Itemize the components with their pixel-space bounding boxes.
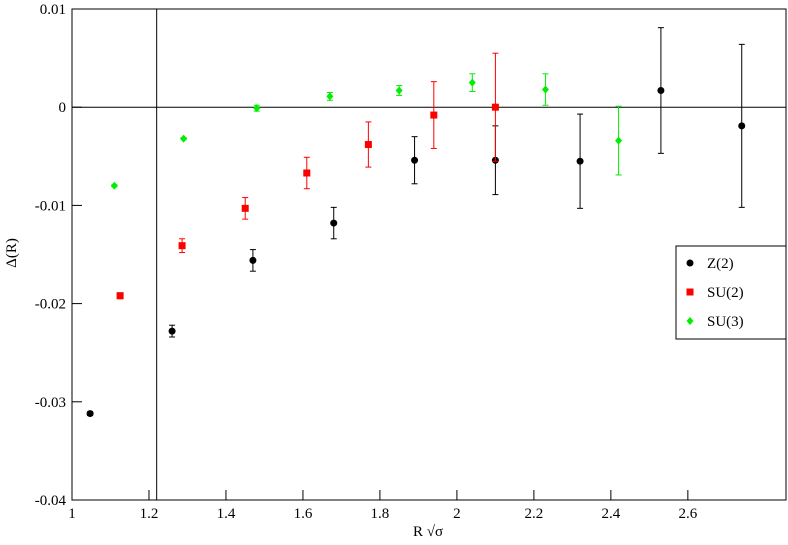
point [241, 204, 249, 212]
point [330, 219, 338, 227]
legend-marker [686, 259, 694, 267]
y-tick-label: -0.01 [35, 198, 66, 214]
x-tick-label: 2 [453, 506, 461, 522]
y-tick-label: -0.04 [35, 493, 67, 509]
point [364, 141, 372, 149]
point [411, 156, 419, 164]
point [303, 169, 311, 177]
y-tick-label: -0.02 [35, 297, 66, 313]
point [576, 157, 584, 165]
point [738, 122, 746, 130]
point [657, 87, 665, 95]
x-tick-label: 1.6 [294, 506, 313, 522]
point [168, 327, 176, 335]
point [541, 85, 549, 94]
point [468, 78, 476, 87]
y-tick-label: 0 [59, 100, 67, 116]
legend-label: SU(3) [707, 314, 744, 330]
legend-box [675, 245, 787, 340]
point [180, 134, 188, 143]
legend-marker [686, 288, 694, 296]
point [249, 256, 257, 264]
point [430, 111, 438, 119]
point [253, 104, 261, 113]
legend-marker [686, 317, 694, 325]
x-tick-label: 1.2 [140, 506, 159, 522]
legend-label: Z(2) [707, 256, 734, 272]
x-axis-label: R √σ [413, 524, 443, 540]
point [110, 181, 118, 190]
y-tick-label: 0.01 [40, 2, 66, 18]
legend-label: SU(2) [707, 285, 744, 301]
point [326, 92, 334, 101]
y-axis-label: Δ(R) [4, 238, 20, 268]
point [178, 242, 186, 250]
point [116, 292, 124, 300]
point [86, 410, 94, 418]
point [395, 86, 403, 95]
x-tick-label: 2.6 [678, 506, 697, 522]
x-tick-label: 2.4 [601, 506, 620, 522]
x-tick-label: 2.2 [525, 506, 544, 522]
point [615, 136, 623, 145]
x-tick-label: 1.8 [371, 506, 390, 522]
point [491, 103, 499, 111]
x-tick-label: 1 [68, 506, 76, 522]
y-tick-label: -0.03 [35, 395, 66, 411]
x-tick-label: 1.4 [217, 506, 236, 522]
